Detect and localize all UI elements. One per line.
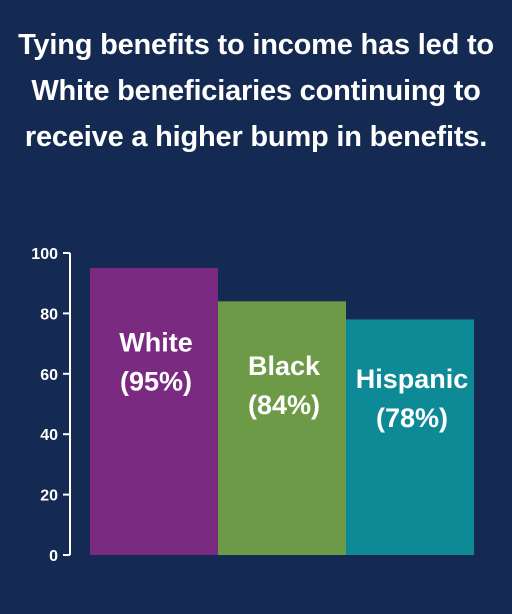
y-tick-label-100: 100	[31, 246, 58, 263]
bar-value-black: (84%)	[248, 390, 320, 420]
y-tick-label-80: 80	[40, 306, 58, 323]
bar-label-hispanic: Hispanic	[356, 364, 469, 394]
bars	[90, 268, 474, 555]
bar-white	[90, 268, 218, 555]
bar-hispanic	[346, 319, 474, 555]
y-tick-label-0: 0	[49, 548, 58, 565]
bar-labels: White (95%) Black (84%) Hispanic (78%)	[119, 327, 468, 432]
y-tick-label-40: 40	[40, 427, 58, 444]
bar-label-white: White	[119, 327, 193, 357]
bar-value-white: (95%)	[120, 366, 192, 396]
bar-value-hispanic: (78%)	[376, 403, 448, 433]
y-tick-label-60: 60	[40, 367, 58, 384]
y-axis: 0 20 40 60 80 100	[31, 246, 70, 565]
y-tick-label-20: 20	[40, 488, 58, 505]
bar-label-black: Black	[248, 351, 321, 381]
bar-black	[218, 301, 346, 555]
chart-title: Tying benefits to income has led to Whit…	[18, 29, 494, 153]
